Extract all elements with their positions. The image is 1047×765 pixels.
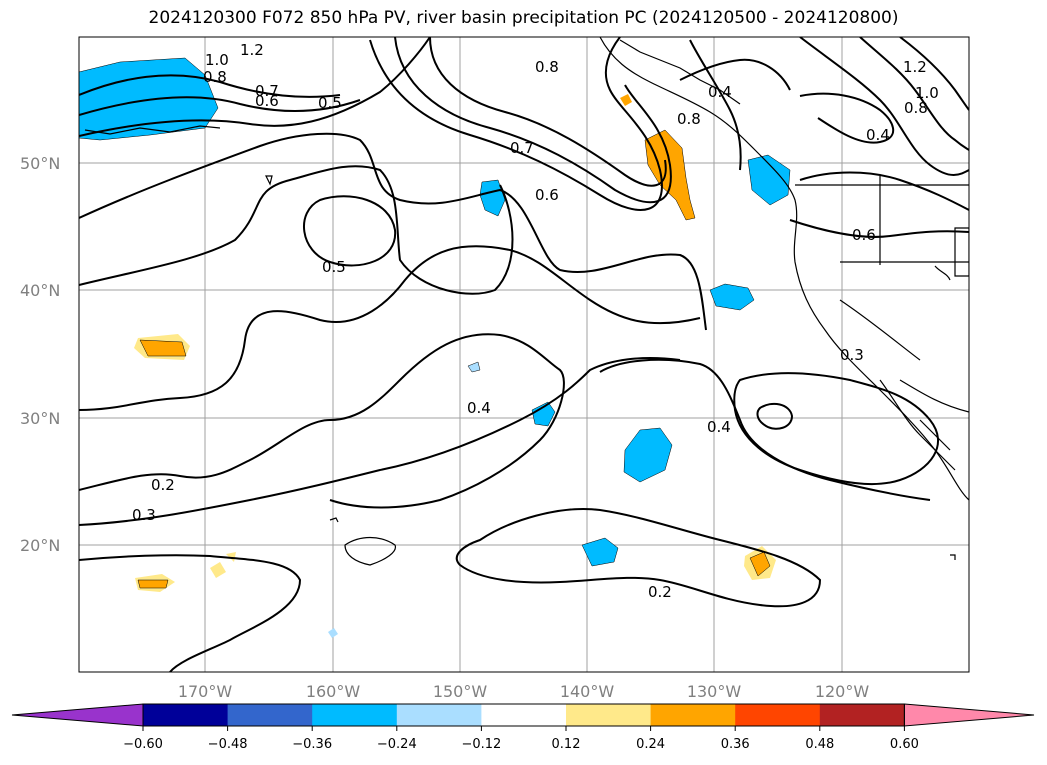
- map-frame: [78, 36, 970, 673]
- colorbar-tick-label: 0.60: [890, 737, 919, 752]
- shade-pos-54n: [620, 94, 632, 106]
- contour-label: 0.8: [203, 68, 227, 86]
- contour-label: 0.6: [535, 186, 559, 204]
- map-background: [79, 37, 969, 672]
- colorbar-box: [312, 704, 398, 726]
- shade-pos-small-18n: [210, 562, 226, 578]
- shade-neg-small-13n: [328, 628, 338, 638]
- shade-neg-bc: [747, 154, 791, 206]
- shade-pos-18n-east-core: [749, 551, 771, 577]
- contour-label: 0.3: [132, 506, 156, 524]
- lat-label-20n: 20°N: [20, 536, 60, 555]
- shade-neg-30n: [531, 401, 556, 427]
- colorbar-box: [819, 704, 905, 726]
- colorbar-tick-label: −0.24: [377, 737, 417, 752]
- contour-label: 0.8: [904, 99, 928, 117]
- colorbar-tick-label: 0.48: [805, 737, 834, 752]
- contour-label: 0.4: [707, 418, 731, 436]
- colorbar-tick-label: −0.12: [461, 737, 501, 752]
- lat-label-30n: 30°N: [20, 409, 60, 428]
- lon-label-150w: 150°W: [433, 682, 488, 701]
- contour-label: 0.3: [840, 346, 864, 364]
- coastlines: [84, 37, 969, 566]
- contour-labels: 1.2 1.0 0.8 0.7 0.6 0.5 0.8 0.4 0.7 0.6 …: [132, 41, 939, 601]
- contour-label: 0.4: [467, 399, 491, 417]
- colorbar-box: [481, 704, 567, 726]
- shade-pos-35n-core: [139, 339, 187, 357]
- contour-label: 1.2: [240, 41, 264, 59]
- colorbar-box: [143, 704, 229, 726]
- lat-label-40n: 40°N: [20, 281, 60, 300]
- contour-label: 0.6: [255, 92, 279, 110]
- shade-neg-39n: [709, 283, 755, 311]
- colorbar-tick-label: 0.36: [721, 737, 750, 752]
- lon-label-130w: 130°W: [687, 682, 742, 701]
- contour-label: 0.7: [510, 139, 534, 157]
- latitude-labels: 50°N 40°N 30°N 20°N: [20, 154, 60, 555]
- pv-contours: [79, 37, 969, 672]
- contour-label: 0.6: [852, 226, 876, 244]
- colorbar-box: [396, 704, 482, 726]
- lon-label-160w: 160°W: [306, 682, 361, 701]
- lat-label-50n: 50°N: [20, 154, 60, 173]
- colorbar-tick-label: −0.36: [292, 737, 332, 752]
- colorbar-extend-low: [11, 703, 144, 727]
- colorbar-tick-label: 0.12: [552, 737, 581, 752]
- colorbar-outline: [142, 703, 905, 727]
- contour-label: 0.5: [318, 94, 342, 112]
- contour-label: 0.8: [535, 58, 559, 76]
- shade-pos-17n-core: [137, 579, 169, 589]
- longitude-labels: 170°W 160°W 150°W 140°W 130°W 120°W: [178, 682, 870, 701]
- colorbar-box: [227, 704, 313, 726]
- colorbar-tick-label: −0.60: [123, 737, 163, 752]
- contour-label: 0.5: [322, 258, 346, 276]
- contour-label: 0.8: [677, 110, 701, 128]
- colorbar: −0.60 −0.48 −0.36 −0.24 −0.12 0.12 0.24 0.36 0.4…: [11, 703, 1035, 752]
- shade-neg-19n: [581, 537, 619, 567]
- shade-neg-small-34n: [467, 361, 481, 373]
- contour-label: 0.2: [648, 583, 672, 601]
- lon-label-120w: 120°W: [815, 682, 870, 701]
- lon-label-140w: 140°W: [560, 682, 615, 701]
- contour-label: 0.4: [708, 83, 732, 101]
- contour-label: 0.7: [255, 82, 279, 100]
- shade-neg-27n: [623, 427, 673, 483]
- contour-label: 0.4: [866, 126, 890, 144]
- colorbar-tick-label: 0.24: [636, 737, 665, 752]
- contour-label: 1.2: [903, 58, 927, 76]
- colorbar-box: [566, 704, 652, 726]
- lon-label-170w: 170°W: [178, 682, 233, 701]
- contour-label: 1.0: [915, 84, 939, 102]
- colorbar-box: [735, 704, 821, 726]
- contour-label: 1.0: [205, 51, 229, 69]
- colorbar-box: [650, 704, 736, 726]
- colorbar-tick-label: −0.48: [208, 737, 248, 752]
- colorbar-extend-high: [903, 703, 1035, 727]
- figure-title: 2024120300 F072 850 hPa PV, river basin …: [148, 8, 899, 28]
- contour-label: 0.2: [151, 476, 175, 494]
